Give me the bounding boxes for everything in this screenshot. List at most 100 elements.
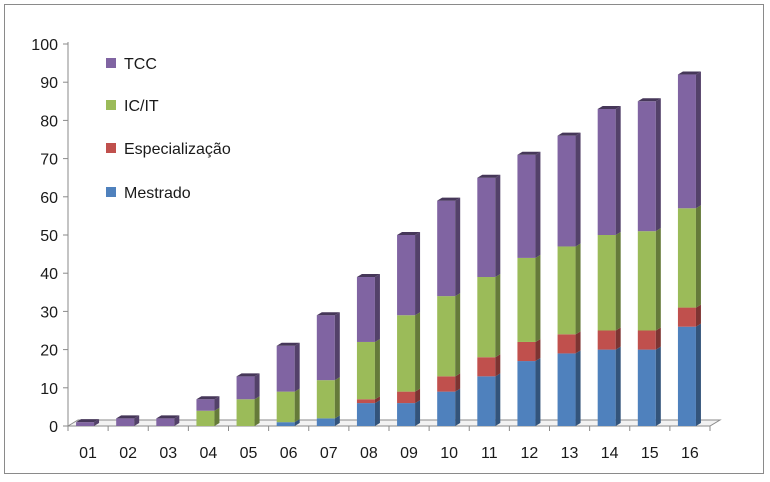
bar-segment <box>76 419 100 426</box>
bar-segment-front <box>76 422 95 426</box>
bar-segment-front <box>196 410 215 426</box>
legend-item: IC/IT <box>106 98 159 115</box>
bar-segment <box>597 327 621 350</box>
bar-segment-side <box>374 274 380 342</box>
bar-segment-side <box>655 228 661 331</box>
bar-segment-front <box>276 422 295 426</box>
bar-segment-side <box>575 331 581 354</box>
bar-segment-side <box>455 373 461 392</box>
bar-segment-side <box>495 373 501 426</box>
bar-segment-side <box>615 105 621 235</box>
bar-segment-side <box>214 407 220 426</box>
legend-swatch <box>106 143 116 153</box>
y-tick-label: 10 <box>40 381 58 398</box>
y-tick-label: 20 <box>40 343 58 360</box>
bar-segment-side <box>535 151 541 258</box>
bar-segment-front <box>677 326 696 426</box>
bar-segment-side <box>254 396 260 426</box>
bar-segment-side <box>535 254 541 342</box>
bar-segment-side <box>294 342 300 392</box>
bar-segment <box>397 388 421 404</box>
bar-top <box>637 98 661 102</box>
y-tick-label: 50 <box>40 228 58 245</box>
legend-label: IC/IT <box>124 98 159 115</box>
bar-segment-side <box>415 312 421 392</box>
bar-segment <box>356 396 380 404</box>
bar-segment-side <box>575 350 581 426</box>
bar-segment-front <box>557 246 576 335</box>
bar-segment <box>316 377 340 419</box>
bar-segment-side <box>334 312 340 381</box>
x-tick-label: 10 <box>440 445 458 462</box>
bar-segment <box>276 342 300 392</box>
bar-segment-side <box>695 71 701 209</box>
bar-segment-front <box>597 330 616 350</box>
bar-segment <box>597 105 621 235</box>
bar-segment <box>677 323 701 426</box>
bar-segment-side <box>174 415 180 426</box>
bar-top <box>236 373 260 377</box>
bar-segment-front <box>557 334 576 354</box>
bar-top <box>477 174 501 178</box>
bar-top <box>116 415 140 419</box>
bar-segment <box>677 71 701 209</box>
bar-segment <box>156 415 180 426</box>
bar-segment <box>557 331 581 354</box>
bar-segment-side <box>94 419 100 426</box>
bar-segment <box>557 350 581 426</box>
legend-label: TCC <box>124 56 157 73</box>
bar-segment-front <box>677 74 696 209</box>
bar-segment <box>196 396 220 411</box>
bar-segment-front <box>397 235 416 316</box>
bar-segment-front <box>116 418 135 426</box>
bar-segment-side <box>535 358 541 426</box>
bar-segment-front <box>437 376 456 392</box>
x-tick-label: 06 <box>280 445 298 462</box>
bar-segment <box>437 197 461 297</box>
bar-segment-side <box>455 197 461 297</box>
legend: TCC IC/IT Especialização Mestrado <box>106 56 231 202</box>
x-tick-label: 15 <box>641 445 659 462</box>
y-tick-label: 60 <box>40 190 58 207</box>
bar-segment-side <box>495 354 501 377</box>
bar-segment-front <box>437 200 456 297</box>
bar-segment <box>316 415 340 426</box>
legend-item: TCC <box>106 56 157 73</box>
bar-segment-front <box>397 403 416 426</box>
bar-segment-front <box>397 315 416 392</box>
bar-segment-front <box>276 391 295 423</box>
y-tick-label: 90 <box>40 75 58 92</box>
bar-segment <box>517 358 541 426</box>
bar-segment <box>637 228 661 331</box>
bar-top <box>517 151 541 155</box>
bar-segment <box>597 232 621 331</box>
bar-top <box>316 312 340 316</box>
bar-top <box>597 105 621 109</box>
bar-segment-front <box>517 257 536 342</box>
bar-segment-front <box>637 231 656 331</box>
bar-segment <box>517 254 541 342</box>
bar-segment-side <box>374 396 380 404</box>
bar-segment-side <box>495 174 501 278</box>
x-tick-label: 02 <box>119 445 137 462</box>
bars <box>76 71 701 426</box>
x-tick-label: 14 <box>601 445 619 462</box>
y-tick-label: 30 <box>40 304 58 321</box>
bar-segment-front <box>677 307 696 327</box>
x-tick-label: 12 <box>521 445 539 462</box>
bar-segment-front <box>557 135 576 247</box>
axes: 0 10 20 30 40 50 60 70 80 90 100 01 02 03 04 05 06 07 08 09… <box>31 37 722 462</box>
y-tick-label: 40 <box>40 266 58 283</box>
y-tick-label: 0 <box>49 419 58 436</box>
y-tick-label: 80 <box>40 113 58 130</box>
bar-segment-side <box>455 293 461 377</box>
bar-segment-side <box>615 327 621 350</box>
y-tick-label: 100 <box>31 37 58 54</box>
bar-segment-front <box>637 349 656 426</box>
legend-label: Especialização <box>124 141 231 158</box>
bar-segment-front <box>356 399 375 404</box>
bar-segment-front <box>316 315 335 381</box>
bar-top <box>677 71 701 75</box>
bar-top <box>557 132 581 136</box>
bar-segment <box>637 327 661 350</box>
